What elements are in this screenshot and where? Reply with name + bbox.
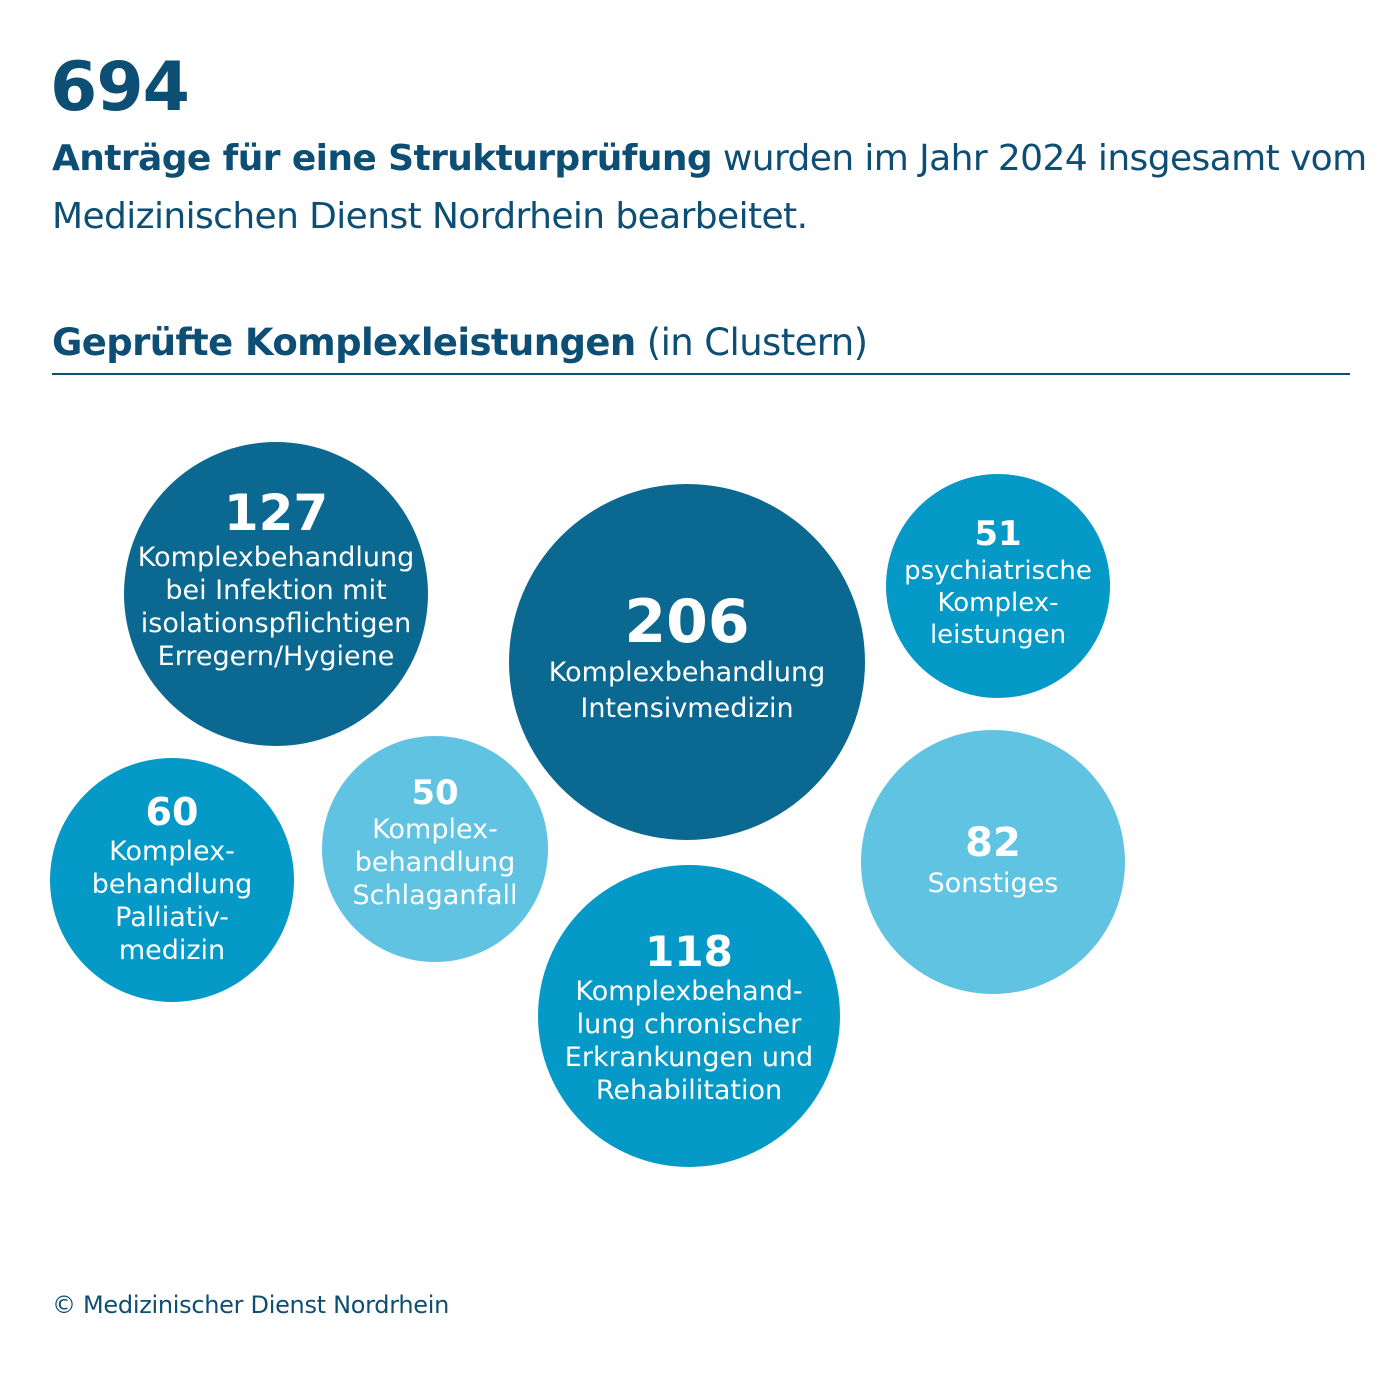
- bubble-value-infektion: 127: [224, 484, 328, 542]
- bubble-value-psychiatrie: 51: [974, 514, 1021, 554]
- bubble-label-line: Palliativ-: [115, 902, 229, 933]
- bubble-label-line: Erkrankungen und: [565, 1042, 813, 1073]
- section-divider: [52, 373, 1350, 375]
- bubble-label-line: leistungen: [930, 620, 1066, 650]
- bubble-value-intensivmedizin: 206: [624, 587, 749, 657]
- bubble-value-palliativ: 60: [146, 790, 199, 834]
- bubble-circle-intensivmedizin: [509, 484, 865, 840]
- copyright-notice: © Medizinischer Dienst Nordrhein: [52, 1291, 450, 1319]
- intro-bold: Anträge für eine Strukturprüfung: [52, 138, 713, 179]
- bubble-circle-schlaganfall: [322, 736, 548, 962]
- bubble-label-line: isolationspflichtigen: [141, 608, 411, 639]
- bubble-value-sonstiges: 82: [965, 820, 1021, 866]
- bubble-circle-infektion: [124, 442, 428, 746]
- bubble-circle-palliativ: [50, 758, 294, 1002]
- bubble-circle-sonstiges: [861, 730, 1125, 994]
- bubble-label-line: Rehabilitation: [596, 1075, 782, 1106]
- bubble-label-line: bei Infektion mit: [165, 575, 386, 606]
- intro-text: Anträge für eine Strukturprüfung wurden …: [52, 130, 1372, 246]
- bubble-label-line: Komplexbehandlung: [138, 542, 414, 573]
- total-requests-number: 694: [50, 48, 190, 127]
- bubble-label-line: medizin: [119, 935, 225, 966]
- bubble-label-line: Komplexbehand-: [575, 976, 802, 1007]
- bubble-label-line: Komplex-: [372, 814, 498, 845]
- bubble-label-line: Schlaganfall: [353, 880, 518, 911]
- section-title-bold: Geprüfte Komplexleistungen: [52, 321, 636, 364]
- bubble-label-line: lung chronischer: [577, 1009, 803, 1040]
- section-title-rest: (in Clustern): [635, 321, 868, 364]
- bubble-label-line: Sonstiges: [928, 868, 1059, 899]
- intro-rest: wurden im Jahr 2024 insgesamt vom Medizi…: [52, 138, 1367, 237]
- bubble-label-line: Intensivmedizin: [580, 693, 793, 724]
- section-title: Geprüfte Komplexleistungen (in Clustern): [52, 318, 868, 368]
- bubble-label-line: Erregern/Hygiene: [158, 641, 395, 672]
- bubble-label-line: Komplexbehandlung: [549, 657, 825, 688]
- bubble-label-line: behandlung: [355, 847, 516, 878]
- bubble-circle-chronisch: [538, 865, 840, 1167]
- bubble-label-line: behandlung: [92, 869, 253, 900]
- bubble-value-chronisch: 118: [645, 927, 733, 976]
- bubble-label-line: Komplex-: [937, 588, 1058, 618]
- bubble-label-line: Komplex-: [109, 836, 235, 867]
- bubble-label-line: psychiatrische: [904, 556, 1092, 586]
- bubble-value-schlaganfall: 50: [411, 773, 458, 813]
- bubble-circle-psychiatrie: [886, 474, 1110, 698]
